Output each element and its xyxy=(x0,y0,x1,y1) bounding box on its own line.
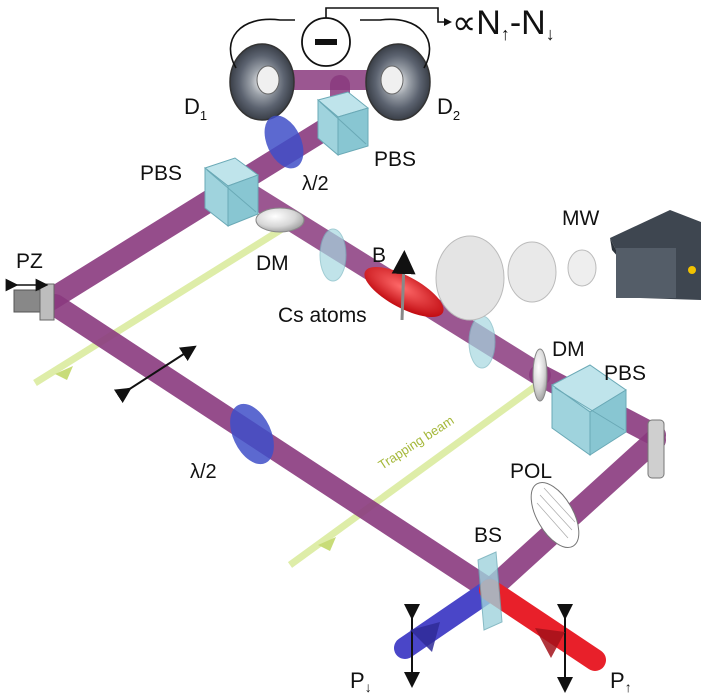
waveplate-left xyxy=(230,403,274,465)
pz-label: PZ xyxy=(16,250,43,273)
trapping-beams xyxy=(33,221,543,568)
pbs-left-label: PBS xyxy=(140,162,182,185)
mw-label: MW xyxy=(562,207,599,230)
lens-right xyxy=(468,315,496,369)
pol-label: POL xyxy=(510,460,552,483)
microwave-waves xyxy=(435,235,597,321)
waveplate-top xyxy=(264,115,304,169)
microwave-horn xyxy=(610,210,701,300)
mirror-right xyxy=(647,419,665,479)
output-beams xyxy=(394,579,606,693)
b-field-label: B xyxy=(372,244,386,267)
output-label: ∝N↑-N↓ xyxy=(452,4,555,44)
piezo-mirror xyxy=(5,278,55,321)
bs-label: BS xyxy=(474,524,502,547)
pbs-top-cube xyxy=(316,91,370,157)
dm-right-label: DM xyxy=(552,338,585,361)
p-down-label: P↓ xyxy=(350,668,372,695)
waveplate-left-label: λ/2 xyxy=(190,461,217,483)
detector-d2 xyxy=(365,43,431,121)
polarizer xyxy=(530,482,580,548)
waveplate-top-label: λ/2 xyxy=(302,173,329,195)
pbs-right-label: PBS xyxy=(604,362,646,385)
pbs-top-label: PBS xyxy=(374,148,416,171)
subtractor xyxy=(229,7,452,69)
pbs-right-cube xyxy=(551,364,627,456)
beam-splitter xyxy=(477,551,503,631)
d1-label: D1 xyxy=(184,94,207,123)
polarization-arrow xyxy=(113,345,197,404)
p-up-label: P↑ xyxy=(610,668,632,695)
pbs-left-cube xyxy=(203,157,260,228)
lens-left xyxy=(319,228,347,282)
dichroic-mirror-left xyxy=(255,207,305,233)
dm-left-label: DM xyxy=(256,252,289,275)
detector-d1 xyxy=(229,43,295,121)
trapping-beam-label: Trapping beam xyxy=(375,413,456,473)
cs-atom-cloud xyxy=(364,250,444,321)
dichroic-mirror-right xyxy=(532,348,548,402)
d2-label: D2 xyxy=(437,94,460,123)
cs-atoms-label: Cs atoms xyxy=(278,304,367,327)
